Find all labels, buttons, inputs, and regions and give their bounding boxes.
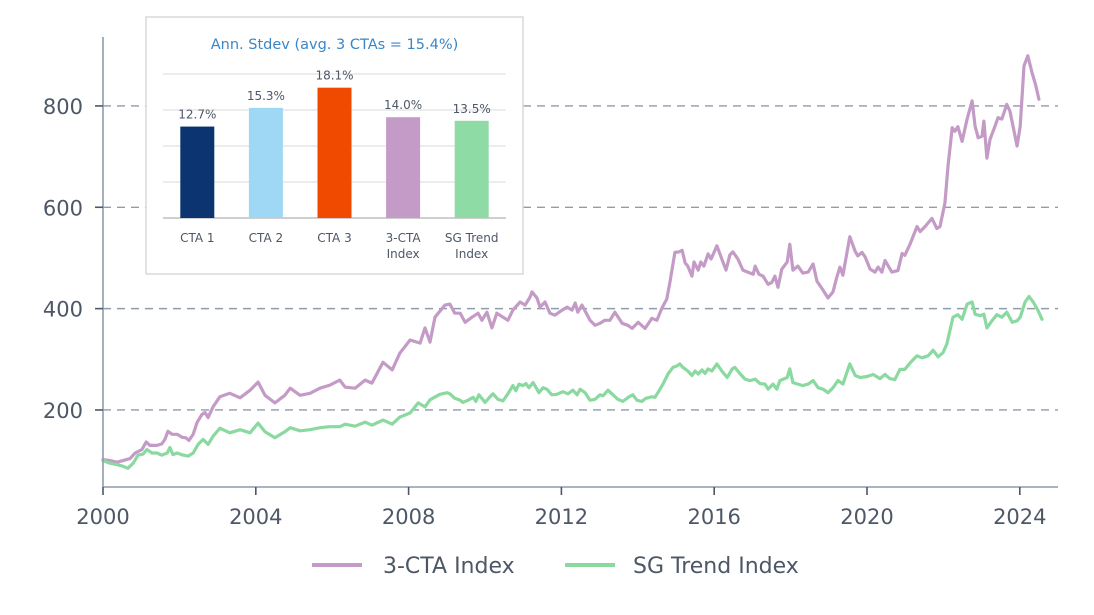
inset-title: Ann. Stdev (avg. 3 CTAs = 15.4%)	[211, 37, 459, 53]
bar-category-label: 3-CTA	[386, 231, 422, 245]
x-tick-label: 2020	[840, 505, 893, 529]
bar-3-cta-index	[386, 117, 421, 218]
bar-category-label: CTA 1	[180, 231, 214, 245]
y-tick-label: 800	[43, 95, 83, 119]
inset-bar-chart: Ann. Stdev (avg. 3 CTAs = 15.4%) 12.7% 15…	[145, 16, 524, 275]
bar-category-label: Index	[387, 247, 420, 261]
x-tick-label: 2000	[76, 505, 129, 529]
x-tick-label: 2012	[535, 505, 588, 529]
bar-category-label: SG Trend	[445, 231, 499, 245]
axes	[102, 37, 1058, 488]
series-line-sg-trend-index	[101, 294, 1044, 470]
x-axis-ticks: 2000 2004 2008 2012 2016 2020 2024	[76, 487, 1047, 529]
legend-item-3-cta-index: 3-CTA Index	[312, 554, 515, 579]
series-line-3-cta-index	[101, 54, 1041, 464]
bar-sg-trend-index	[454, 120, 489, 218]
y-tick-label: 400	[43, 298, 83, 322]
legend-item-sg-trend-index: SG Trend Index	[565, 554, 799, 579]
inset-bars	[180, 87, 489, 219]
bar-value-label: 12.7%	[178, 108, 216, 122]
bar-cta-1	[180, 126, 215, 218]
legend-label-sg-trend-index: SG Trend Index	[633, 554, 799, 579]
y-tick-label: 200	[43, 399, 83, 423]
bar-value-label: 15.3%	[247, 89, 285, 103]
bar-cta-2	[248, 107, 283, 218]
x-tick-label: 2016	[687, 505, 740, 529]
bar-value-label: 18.1%	[315, 69, 353, 83]
x-tick-label: 2008	[382, 505, 435, 529]
series-lines	[101, 54, 1044, 470]
y-axis-ticks: 200 400 600 800	[43, 95, 103, 423]
inset-value-labels: 12.7% 15.3% 18.1% 14.0% 13.5%	[178, 69, 491, 122]
x-tick-label: 2004	[229, 505, 282, 529]
x-tick-label: 2024	[993, 505, 1046, 529]
bar-cta-3	[317, 87, 352, 219]
legend: 3-CTA Index SG Trend Index	[312, 554, 799, 579]
y-tick-label: 600	[43, 196, 83, 220]
bar-category-label: CTA 2	[249, 231, 283, 245]
legend-label-3-cta-index: 3-CTA Index	[383, 554, 515, 579]
inset-category-labels: CTA 1 CTA 2 CTA 3 3-CTA Index SG Trend Index	[180, 231, 498, 261]
bar-value-label: 14.0%	[384, 98, 422, 112]
bar-value-label: 13.5%	[453, 102, 491, 116]
bar-category-label: Index	[455, 247, 488, 261]
bar-category-label: CTA 3	[317, 231, 351, 245]
